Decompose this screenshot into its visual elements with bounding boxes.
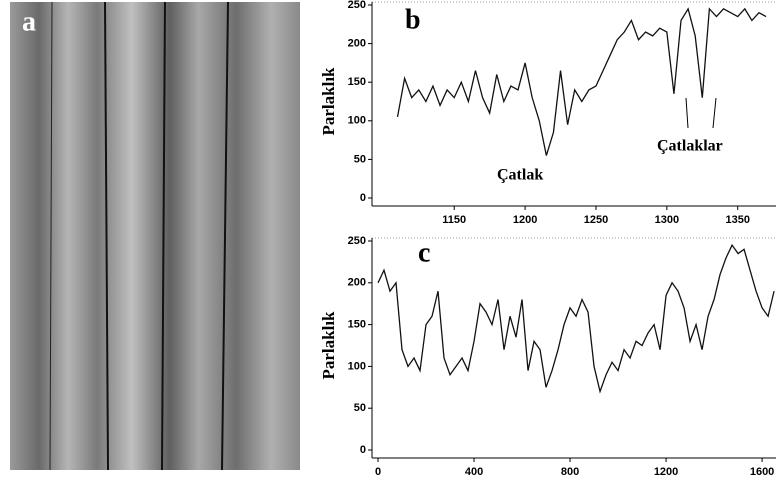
panel-label: a [22,6,36,37]
y-axis-label: Parlaklık [319,311,338,380]
x-tick-label: 0 [375,466,381,478]
panel-label: c [418,237,430,268]
annotation: Çatlaklar [657,138,723,155]
x-tick-label: 1350 [725,214,749,226]
x-tick-label: 800 [561,466,579,478]
panel-label: b [405,4,421,35]
annotation: Çatlak [497,167,543,184]
wood-image [10,2,300,470]
y-tick-label: 50 [354,153,366,165]
crack [161,1,166,471]
panel-a: a [10,1,300,471]
y-tick-label: 250 [348,235,366,247]
pointer [685,97,689,129]
x-tick-label: 1200 [654,466,678,478]
x-tick-label: 1150 [442,214,466,226]
y-tick-label: 0 [360,444,366,456]
crack [221,1,229,471]
y-tick-label: 100 [348,360,366,372]
data-line [377,243,775,394]
crack [104,1,109,471]
x-tick-label: 1250 [584,214,608,226]
x-tick-label: 400 [465,466,483,478]
y-tick-label: 200 [348,277,366,289]
y-tick-label: 0 [360,192,366,204]
x-tick-label: 1300 [655,214,679,226]
y-tick-label: 50 [354,402,366,414]
crack [49,1,53,471]
y-tick-label: 150 [348,319,366,331]
y-tick-label: 100 [348,115,366,127]
x-tick-label: 1200 [513,214,537,226]
y-tick-label: 200 [348,38,366,50]
y-axis-label: Parlaklık [319,67,338,136]
y-tick-label: 150 [348,76,366,88]
y-tick-label: 250 [348,0,366,11]
x-tick-label: 1600 [750,466,774,478]
pointer [712,97,717,129]
data-line [396,7,767,156]
